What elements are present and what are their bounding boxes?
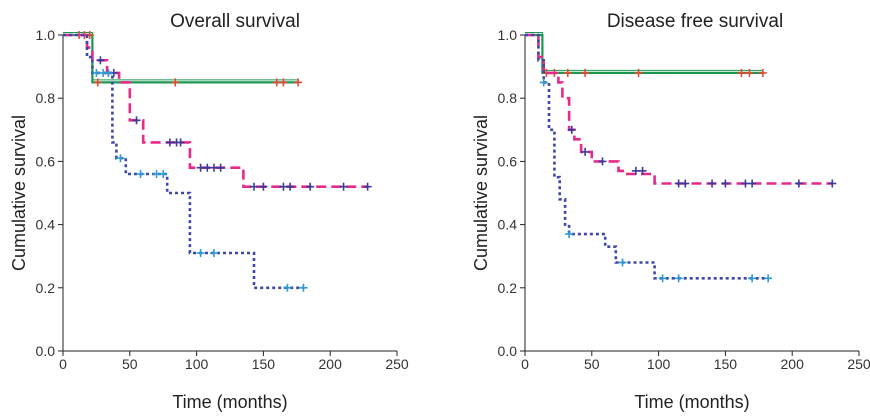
censor-mark [794,179,803,188]
y-tick-label: 0.0 [36,343,56,359]
censor-mark [176,138,185,147]
x-tick-label: 150 [714,356,738,372]
series-line-1-shadow [525,32,763,71]
series-line-3 [525,33,769,280]
x-tick-label: 250 [385,356,409,372]
censor-mark [203,163,212,172]
censor-mark [638,166,647,175]
censor-mark [748,274,757,283]
censor-mark [539,78,548,87]
censor-mark [209,163,218,172]
censor-mark [196,163,205,172]
censor-mark [279,182,288,191]
censor-mark [598,157,607,166]
censor-mark [363,182,372,191]
x-tick-label: 150 [252,356,276,372]
censor-mark [259,182,268,191]
censor-mark [171,78,180,87]
censor-mark [279,78,288,87]
censor-mark [216,163,225,172]
y-axis-label: Cumulative survival [9,115,29,271]
x-axis-label: Time (months) [172,392,287,412]
overall-survival-panel: Overall survival 0 50 100 150 200 250 0.0 0.2 0.… [9,11,409,412]
x-tick-label: 100 [647,356,671,372]
censor-mark [565,230,574,239]
y-axis-label: Cumulative survival [471,115,491,271]
censor-mark [681,179,690,188]
x-tick-label: 200 [781,356,805,372]
y-tick-label: 0.8 [36,90,56,106]
censor-mark [741,179,750,188]
censor-mark [136,170,145,179]
censor-mark [209,249,218,258]
y-tick-label: 1.0 [498,27,518,43]
censor-mark [132,116,141,125]
censor-mark [631,166,640,175]
censor-mark [721,179,730,188]
censor-mark [674,274,683,283]
y-tick-label: 1.0 [36,27,56,43]
censor-mark [764,274,773,283]
censor-mark [758,68,767,77]
x-tick-label: 100 [185,356,209,372]
y-tick-label: 0.8 [498,90,518,106]
y-tick-label: 0.2 [498,280,518,296]
censor-mark [674,179,683,188]
censor-mark [299,283,308,292]
censor-mark [165,138,174,147]
series-line-1 [63,33,299,84]
censor-mark [96,56,105,65]
censor-mark [339,182,348,191]
x-axis-label: Time (months) [634,392,749,412]
censor-mark [250,182,259,191]
censor-mark [581,147,590,156]
censor-mark [196,249,205,258]
x-tick-label: 250 [847,356,870,372]
chart-title: Overall survival [170,11,300,32]
censor-mark [563,68,572,77]
y-tick-label: 0.4 [498,217,518,233]
y-tick-label: 0.4 [36,217,56,233]
series-line-2 [525,33,833,185]
x-tick-label: 50 [122,356,138,372]
y-tick-label: 0.0 [498,343,518,359]
censor-mark [745,68,754,77]
censor-mark [306,182,315,191]
censor-mark [116,154,125,163]
censor-mark [618,258,627,267]
plot-area: 0 50 100 150 200 250 0.0 0.2 0.4 0.6 0.8 1.0 [498,27,870,372]
censor-mark [634,68,643,77]
series-line-2 [63,33,368,188]
x-tick-label: 0 [521,356,529,372]
censor-mark [828,179,837,188]
censor-mark [567,125,576,134]
censor-mark [104,68,113,77]
disease-free-survival-panel: Disease free survival 0 50 100 150 200 250 0.0… [471,11,870,412]
y-tick-label: 0.6 [36,153,56,169]
plot-area: 0 50 100 150 200 250 0.0 0.2 0.4 0.6 0.8 1.0 [36,27,409,372]
x-tick-label: 0 [59,356,67,372]
censor-mark [92,68,101,77]
censor-mark [737,68,746,77]
y-tick-label: 0.2 [36,280,56,296]
censor-mark [159,170,168,179]
y-tick-label: 0.6 [498,153,518,169]
censor-mark [272,78,281,87]
censor-mark [152,170,161,179]
chart-title: Disease free survival [607,11,783,32]
censor-mark [286,182,295,191]
x-tick-label: 50 [584,356,600,372]
censor-mark [658,274,667,283]
censor-mark [708,179,717,188]
censor-mark [748,179,757,188]
censor-mark [581,68,590,77]
censor-mark [93,78,102,87]
censor-mark [283,283,292,292]
x-tick-label: 200 [319,356,343,372]
censor-mark [294,78,303,87]
series-line-1 [525,33,763,74]
